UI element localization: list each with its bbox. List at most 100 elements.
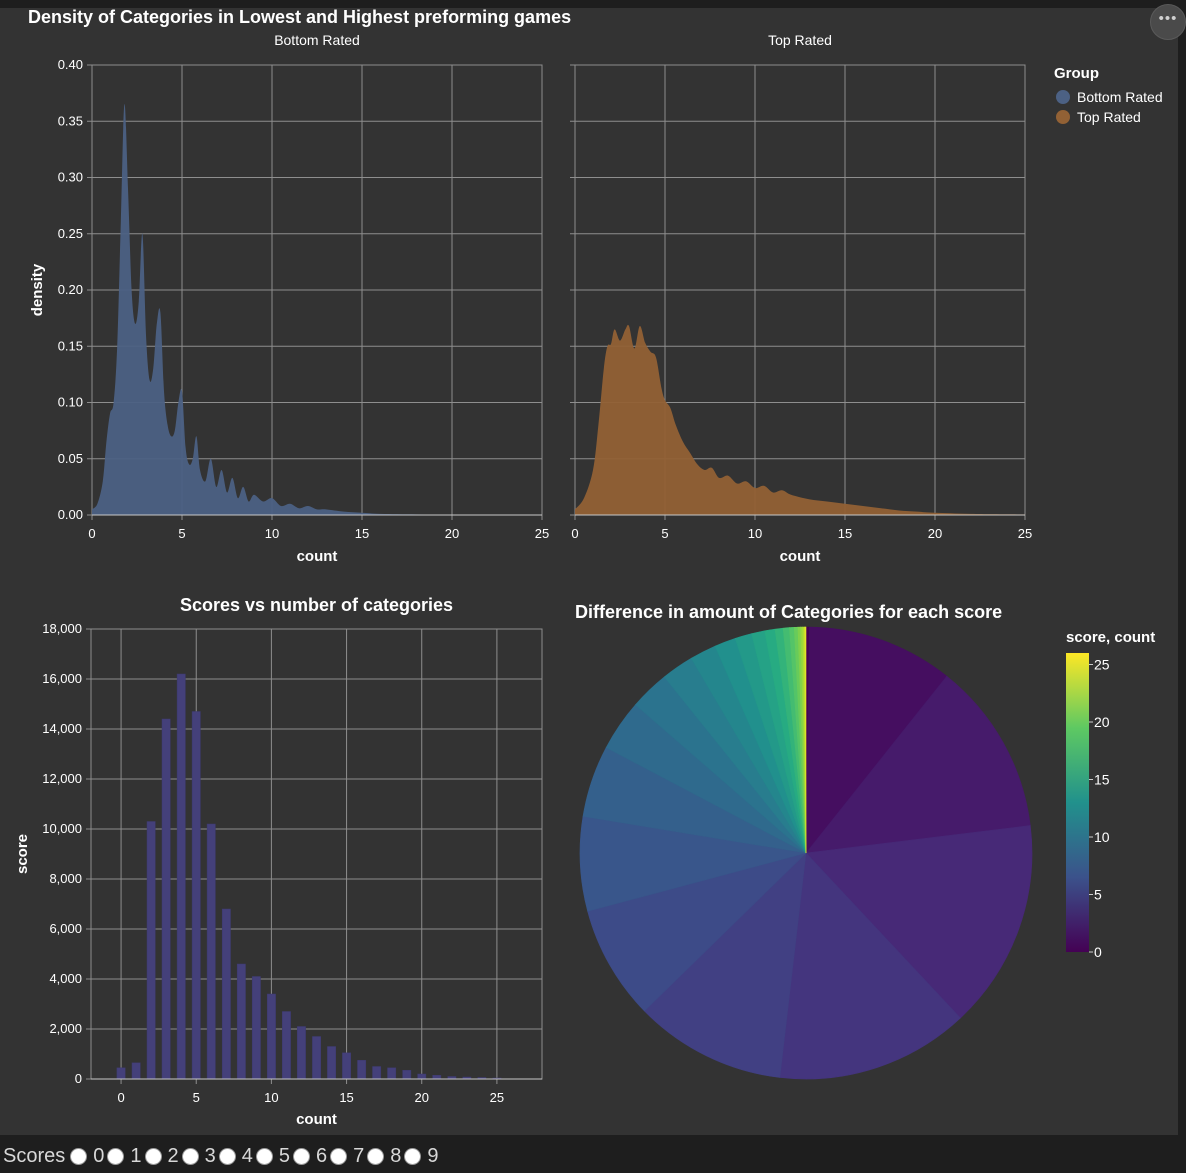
y-tick-label: 0.00 [58, 507, 83, 522]
score-radio-5[interactable] [255, 1147, 273, 1165]
y-tick-label: 0.40 [58, 57, 83, 72]
legend-label-top-rated: Top Rated [1077, 109, 1141, 125]
bar [131, 1062, 141, 1080]
x-tick-label: 10 [265, 526, 279, 541]
bar [282, 1011, 291, 1080]
bar [251, 976, 261, 1080]
color-legend-tick-label: 15 [1094, 772, 1110, 788]
color-legend-gradient [1066, 653, 1089, 952]
y-tick-label: 12,000 [42, 771, 82, 786]
x-tick-label: 10 [264, 1090, 278, 1105]
plot-frame [90, 628, 543, 1080]
bar [387, 1067, 397, 1080]
score-option-2[interactable]: 2 [144, 1144, 179, 1168]
legend-swatch-top-rated [1056, 110, 1070, 124]
score-option-3[interactable]: 3 [181, 1144, 216, 1168]
bar [357, 1060, 367, 1080]
main-title: Density of Categories in Lowest and High… [28, 7, 571, 27]
categories-pie-chart: Difference in amount of Categories for e… [575, 602, 1033, 1080]
score-option-label: 9 [427, 1144, 439, 1167]
pie-chart-title: Difference in amount of Categories for e… [575, 602, 1002, 622]
y-tick-label: 18,000 [42, 621, 82, 636]
y-axis-title: score [14, 834, 31, 874]
x-tick-label: 25 [535, 526, 549, 541]
score-radio-4[interactable] [218, 1147, 236, 1165]
color-legend-tick-label: 10 [1094, 829, 1110, 845]
y-tick-label: 0.35 [58, 113, 83, 128]
score-option-6[interactable]: 6 [293, 1145, 327, 1168]
bar [267, 993, 276, 1080]
score-option-9[interactable]: 9 [404, 1144, 439, 1168]
bar [116, 1067, 126, 1080]
density-facet-bottom-rated: 0 5 10 15 20 25 0.00 0.05 0.10 0.15 0.20 0.25 0.30 0.… [29, 32, 549, 565]
x-tick-label: 25 [490, 1090, 504, 1105]
color-legend-title: score, count [1066, 629, 1155, 646]
window-right-edge [1178, 8, 1186, 1135]
y-tick-label: 0.05 [58, 451, 83, 466]
scores-radio-group: Scores 0 1 2 3 4 5 6 7 8 9 [3, 1143, 442, 1169]
score-option-7[interactable]: 7 [330, 1145, 364, 1168]
color-legend-tick-label: 5 [1094, 887, 1102, 903]
score-option-4[interactable]: 4 [218, 1144, 253, 1168]
pie-slice [805, 675, 1031, 854]
score-option-0[interactable]: 0 [70, 1145, 104, 1168]
score-option-label: 8 [390, 1144, 402, 1167]
score-option-8[interactable]: 8 [367, 1145, 401, 1168]
bar-chart-title: Scores vs number of categories [180, 595, 453, 615]
x-axis-title: count [296, 1111, 337, 1128]
bar [372, 1066, 382, 1080]
score-option-5[interactable]: 5 [255, 1144, 290, 1168]
score-radio-0[interactable] [70, 1147, 88, 1165]
score-option-1[interactable]: 1 [107, 1144, 142, 1168]
scores-label: Scores [3, 1144, 66, 1167]
x-axis-title: count [780, 548, 821, 565]
color-legend-tick-label: 0 [1094, 944, 1102, 960]
y-tick-label: 0.30 [58, 170, 83, 185]
density-area [575, 324, 1025, 515]
score-radio-2[interactable] [144, 1147, 162, 1165]
facet-title: Bottom Rated [274, 32, 360, 48]
bar [146, 821, 156, 1080]
more-options-button[interactable]: ••• [1150, 4, 1186, 40]
y-tick-label: 8,000 [49, 871, 82, 886]
score-radio-6[interactable] [293, 1147, 310, 1165]
x-tick-label: 0 [117, 1090, 124, 1105]
y-tick-label: 14,000 [42, 721, 82, 736]
score-option-label: 4 [241, 1144, 253, 1167]
x-tick-label: 0 [571, 526, 578, 541]
score-option-label: 1 [130, 1144, 142, 1167]
score-option-label: 5 [278, 1144, 290, 1167]
score-radio-8[interactable] [367, 1147, 385, 1165]
facet-title: Top Rated [768, 32, 832, 48]
score-radio-9[interactable] [404, 1147, 422, 1165]
score-option-label: 7 [353, 1144, 365, 1167]
bar [402, 1070, 412, 1080]
score-option-label: 2 [167, 1144, 179, 1167]
y-tick-label: 0.10 [58, 395, 83, 410]
scores-bar-chart: 0 5 10 15 20 25 0 2,000 4,000 6,000 8,000 10,000 12,… [14, 595, 543, 1128]
pie-slice [805, 626, 807, 854]
color-legend-tick-label: 25 [1094, 657, 1110, 673]
score-radio-1[interactable] [107, 1147, 125, 1165]
x-tick-label: 0 [88, 526, 95, 541]
score-radio-7[interactable] [330, 1147, 348, 1165]
group-legend-title: Group [1054, 65, 1099, 82]
pie-slice [643, 852, 807, 1078]
pie-slice [805, 626, 948, 854]
x-tick-label: 15 [355, 526, 369, 541]
y-tick-label: 4,000 [49, 971, 82, 986]
group-legend: Group Bottom Rated Top Rated [1054, 65, 1163, 125]
x-tick-label: 15 [838, 526, 852, 541]
bar [191, 711, 201, 1080]
bar [161, 718, 171, 1080]
bar [221, 908, 231, 1080]
score-radio-3[interactable] [181, 1147, 199, 1165]
window-top-bar [0, 0, 1186, 8]
pie-slice [779, 852, 961, 1080]
density-facet-top-rated: 0 5 10 15 20 25 Top Rated count [570, 32, 1032, 565]
dashboard-chart: Density of Categories in Lowest and High… [14, 7, 1163, 1128]
y-tick-label: 0 [75, 1071, 82, 1086]
score-option-label: 3 [204, 1144, 216, 1167]
y-tick-label: 2,000 [49, 1021, 82, 1036]
bar [206, 823, 216, 1080]
